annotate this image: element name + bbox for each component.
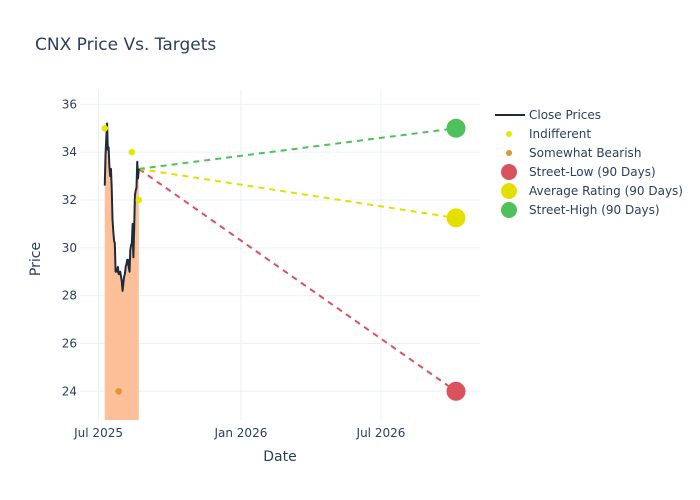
y-tick-labels: 24 26 28 30 32 34 36 [62,97,77,398]
chart-title: CNX Price Vs. Targets [35,35,216,55]
y-tick-label: 36 [62,97,77,111]
y-tick-label: 28 [62,289,77,303]
legend-label-close-prices: Close Prices [529,108,601,122]
y-tick-label: 34 [62,145,77,159]
x-tick-labels: Jul 2025 Jan 2026 Jul 2026 [73,426,405,440]
y-tick-label: 24 [62,384,77,398]
x-tick-label: Jan 2026 [213,426,267,440]
street-low-days-line [138,168,457,393]
price-line-layer [103,122,140,292]
indifferent-marker [101,124,109,132]
legend-swatch-indifferent [506,131,512,137]
legend-label-street-high-days: Street-High (90 Days) [529,203,660,217]
street-high-days-line [138,127,457,170]
legend-label-somewhat-bearish: Somewhat Bearish [529,146,641,160]
close-price-line [103,122,140,292]
markers-layer [101,118,466,401]
y-tick-label: 30 [62,241,77,255]
legend-swatch-somewhat-bearish [506,150,512,156]
price-area-layer [104,123,139,420]
price-area [104,123,139,420]
y-axis-title: Price [28,242,44,276]
legend-label-indifferent: Indifferent [529,127,591,141]
legend-swatch-average-rating-days [501,183,517,199]
legend-swatch-street-high-days [501,202,517,218]
street-high-days-marker [446,118,466,138]
y-tick-label: 32 [62,193,77,207]
legend-label-average-rating-days: Average Rating (90 Days) [529,184,683,198]
average-rating-days-line [138,167,457,219]
x-axis-title: Date [263,449,296,465]
somewhat-bearish-marker [115,388,122,395]
indifferent-marker [128,148,136,156]
target-lines-layer [138,127,457,393]
average-rating-days-marker [446,208,466,228]
x-tick-label: Jul 2026 [356,426,406,440]
y-tick-label: 26 [62,336,77,350]
legend-swatch-street-low-days [501,164,517,180]
x-tick-label: Jul 2025 [73,426,123,440]
street-low-days-marker [446,381,466,401]
grid-lines [80,90,480,420]
legend-label-street-low-days: Street-Low (90 Days) [529,165,656,179]
legend: Close Prices Indifferent Somewhat Bearish S… [495,108,683,218]
indifferent-marker [135,196,143,204]
